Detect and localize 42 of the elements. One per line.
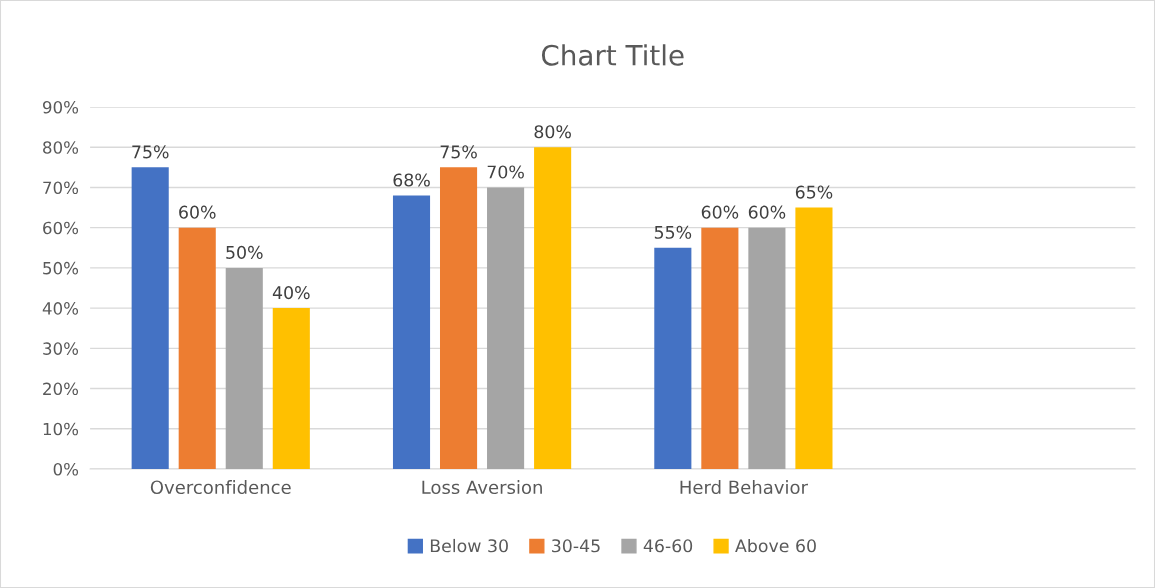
data-label: 68% <box>393 173 430 187</box>
data-label: 60% <box>179 205 216 219</box>
y-tick-label: 10% <box>43 422 79 436</box>
bar <box>748 227 786 469</box>
x-tick-label: Overconfidence <box>150 480 291 495</box>
y-tick-label: 30% <box>43 342 79 355</box>
data-label: 50% <box>226 245 263 259</box>
legend-label: 30-45 <box>552 539 600 553</box>
bar <box>654 247 692 469</box>
y-tick-label: 20% <box>43 382 79 396</box>
data-label: 60% <box>748 205 786 219</box>
legend-label: Above 60 <box>735 538 816 553</box>
x-tick-label: Herd Behavior <box>680 480 808 495</box>
y-tick-label: 60% <box>43 221 79 235</box>
data-label: 70% <box>487 165 524 179</box>
legend-label: Below 30 <box>430 538 508 553</box>
bar <box>131 167 169 469</box>
y-tick-label: 90% <box>42 100 79 114</box>
y-tick-label: 40% <box>42 302 79 315</box>
y-tick-label: 80% <box>43 141 79 154</box>
bar <box>272 308 310 469</box>
bar <box>534 147 572 469</box>
legend-label: 46-60 <box>643 539 693 553</box>
bar <box>392 195 431 469</box>
data-label: 75% <box>440 145 477 159</box>
data-label: 55% <box>654 225 692 239</box>
y-tick-label: 0% <box>53 462 79 476</box>
data-label: 65% <box>795 185 833 199</box>
y-tick-label: 50% <box>43 261 79 275</box>
bar <box>440 167 478 469</box>
bar <box>701 227 739 469</box>
bar <box>225 267 263 469</box>
bar <box>795 207 833 469</box>
x-tick-label: Loss Aversion <box>422 480 542 495</box>
y-tick-label: 70% <box>43 181 79 195</box>
data-label: 80% <box>534 125 571 139</box>
data-label: 40% <box>272 286 310 300</box>
data-label: 60% <box>701 205 739 219</box>
bar <box>178 227 216 469</box>
chart-title: Chart Title <box>541 44 684 66</box>
bar <box>487 187 525 469</box>
data-label: 75% <box>132 145 169 159</box>
